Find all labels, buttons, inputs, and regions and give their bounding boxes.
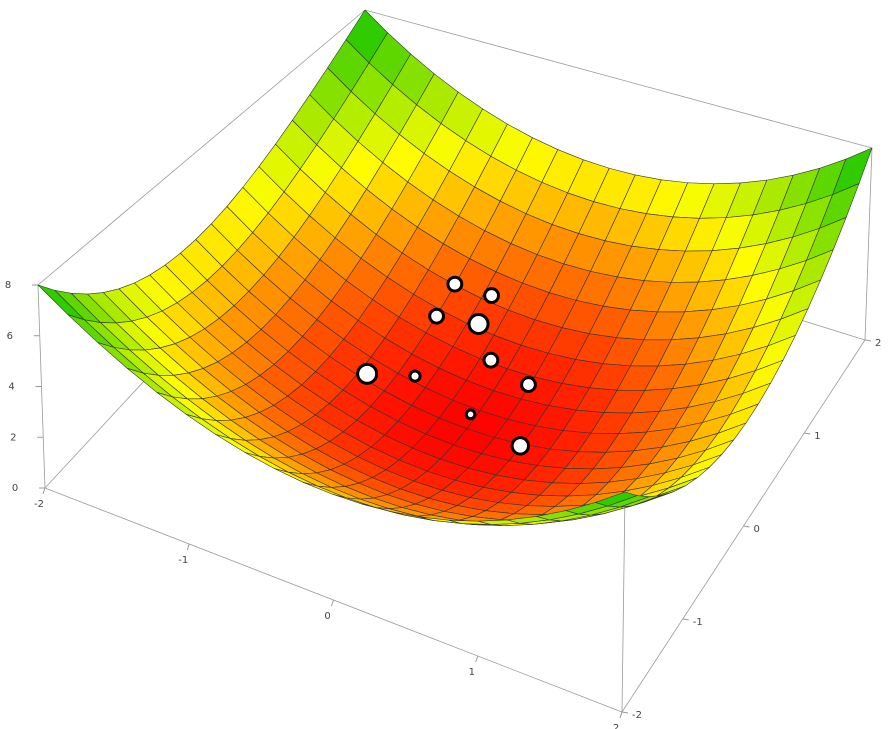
x-tick-label: -2 [34,499,44,510]
x-tick [331,599,334,607]
x-tick [475,655,479,663]
y-tick [682,618,689,621]
z-tick-label: 6 [7,331,13,342]
x-tick-label: 0 [324,611,330,622]
x-tick [42,487,46,495]
data-point [510,436,531,456]
y-tick [743,525,750,528]
data-point [483,287,500,304]
y-tick-label: -2 [632,710,642,721]
z-tick-label: 4 [8,382,14,393]
y-tick [864,339,872,342]
x-tick-label: 1 [469,667,475,678]
data-point [482,351,500,369]
data-point [428,307,445,325]
x-tick [619,711,623,719]
box-edge [621,491,626,713]
data-point [446,275,464,293]
data-point [464,408,477,421]
data-point [467,313,490,336]
data-point [520,376,537,393]
x-tick [186,543,190,551]
data-point [356,362,379,385]
y-tick [804,432,811,435]
box-edge [864,147,873,341]
z-tick-label: 8 [5,280,11,291]
y-tick-label: 1 [814,431,820,442]
box-edge [364,9,873,149]
data-point [408,369,422,383]
box-edge [37,9,366,286]
y-tick-label: 0 [754,524,760,535]
z-tick-label: 0 [12,483,18,494]
y-tick-label: -1 [693,617,703,628]
x-tick-label: 2 [613,723,619,729]
z-tick-label: 2 [10,432,16,443]
x-tick-label: -1 [178,555,188,566]
surface-patch [595,491,638,507]
y-tick [621,711,629,714]
y-tick-label: 2 [875,338,881,349]
